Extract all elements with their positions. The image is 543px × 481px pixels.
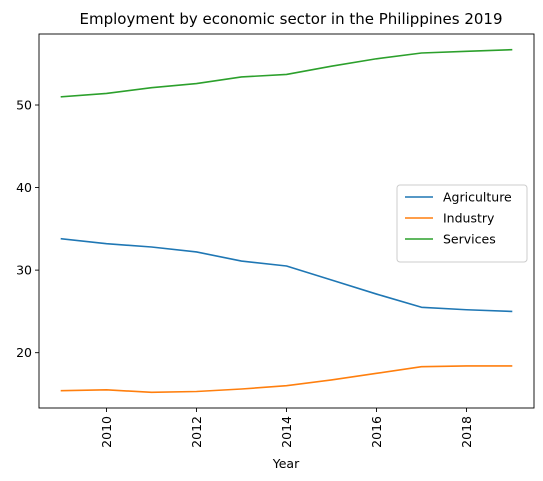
legend-label-services: Services	[443, 232, 496, 247]
legend-frame	[396, 184, 528, 263]
x-tick-label: 2010	[99, 416, 114, 448]
y-tick-label: 40	[16, 180, 32, 195]
y-tick-label: 20	[16, 345, 32, 360]
chart-title: Employment by economic sector in the Phi…	[80, 10, 503, 28]
legend-label-industry: Industry	[443, 211, 495, 226]
x-tick-label: 2012	[189, 416, 204, 448]
x-tick-label: 2016	[369, 416, 384, 448]
x-axis-label: Year	[272, 456, 300, 471]
series-line-agriculture	[60, 237, 513, 313]
series-line-industry	[60, 365, 513, 394]
x-tick-label: 2014	[279, 416, 294, 448]
axes-layer: 2010 2012 2014 2016 2018 20 30 40 50	[16, 33, 535, 448]
y-tick-label: 50	[16, 98, 32, 113]
series-line-services	[60, 48, 513, 98]
y-tick-label: 30	[16, 263, 32, 278]
legend-label-agriculture: Agriculture	[443, 190, 512, 205]
legend: Agriculture Industry Services	[396, 184, 528, 263]
x-tick-label: 2018	[459, 416, 474, 448]
series-layer	[60, 48, 513, 394]
